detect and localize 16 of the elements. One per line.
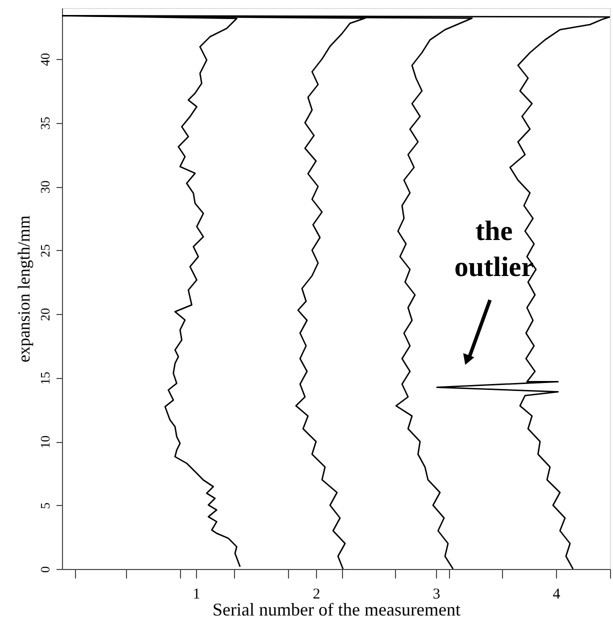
y-tick-label: 5 bbox=[38, 502, 52, 509]
y-tick-label: 20 bbox=[38, 308, 52, 321]
y-axis-title: expansion length/mm bbox=[14, 216, 34, 362]
y-tick-label: 10 bbox=[38, 436, 52, 448]
x-tick-label: 4 bbox=[552, 586, 561, 602]
y-tick-label: 30 bbox=[38, 180, 52, 194]
x-axis-title: Serial number of the measurement bbox=[212, 600, 460, 619]
x-tick-label: 1 bbox=[192, 586, 200, 602]
y-tick-label: 15 bbox=[38, 372, 52, 385]
x-tick-label: 3 bbox=[432, 586, 440, 602]
y-tick-label: 40 bbox=[38, 53, 52, 66]
annotation: the outlier bbox=[454, 216, 534, 283]
x-tick-label: 2 bbox=[312, 586, 320, 602]
y-tick-label: 0 bbox=[38, 566, 52, 573]
y-tick-label: 25 bbox=[38, 244, 52, 258]
y-tick-label: 35 bbox=[38, 116, 52, 130]
